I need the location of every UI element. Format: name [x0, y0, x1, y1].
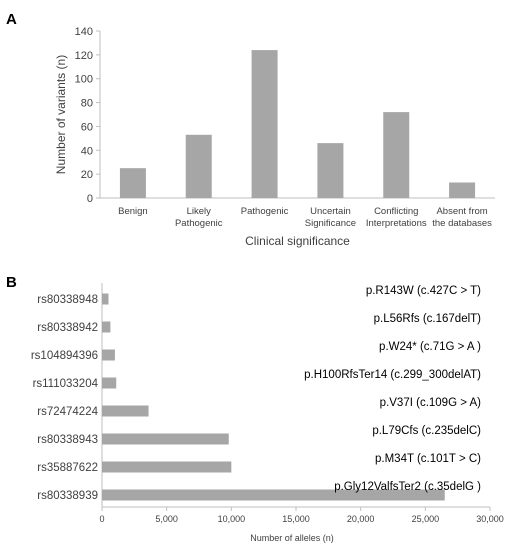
x-category-label: Absent from: [436, 206, 487, 217]
x-axis-title: Number of alleles (n): [250, 533, 334, 543]
y-tick-label: 80: [81, 98, 93, 110]
bar: [185, 134, 212, 198]
y-tick-label: 140: [75, 26, 93, 38]
x-category-label: Likely: [187, 206, 212, 217]
x-tick-label: 30,000: [476, 514, 504, 524]
bar-annotation: p.V37I (c.109G > A): [380, 397, 481, 409]
bar: [102, 321, 111, 333]
bar-annotation: p.R143W (c.427C > T): [366, 285, 481, 297]
x-tick-label: 20,000: [347, 514, 375, 524]
bar: [251, 50, 278, 199]
bar-annotation: p.L56Rfs (c.167delT): [374, 313, 482, 325]
y-category-label: rs35887622: [37, 462, 98, 474]
y-category-label: rs80338939: [37, 490, 98, 502]
bar: [102, 489, 445, 501]
y-category-label: rs111033204: [33, 378, 99, 390]
bar: [102, 349, 115, 361]
y-tick-label: 100: [75, 74, 93, 86]
bar-annotation: p.Gly12ValfsTer2 (c.35delG ): [334, 481, 481, 493]
x-tick-label: 0: [99, 514, 104, 524]
bar-annotation: p.L79Cfs (c.235delC): [372, 425, 481, 437]
x-tick-label: 5,000: [155, 514, 178, 524]
x-category-label: Significance: [305, 218, 356, 229]
x-category-label: Pathogenic: [241, 206, 289, 217]
y-tick-label: 40: [81, 145, 93, 157]
chart-b: rs80338948 p.R143W (c.427C > T) rs80338942…: [31, 283, 504, 543]
y-tick-label: 0: [87, 193, 93, 205]
x-category-label: Interpretations: [366, 218, 427, 229]
x-category-label: Conflicting: [374, 206, 418, 217]
x-category-label: Uncertain: [310, 206, 351, 217]
y-tick-label: 120: [75, 50, 93, 62]
x-tick-label: 10,000: [218, 514, 246, 524]
bar: [449, 182, 476, 198]
y-category-label: rs72474224: [37, 406, 98, 418]
y-category-label: rs80338948: [37, 294, 98, 306]
x-category-label: Pathogenic: [175, 218, 223, 229]
y-category-label: rs80338943: [37, 434, 98, 446]
bar: [102, 461, 232, 473]
x-category-label: the databases: [432, 218, 492, 229]
bar-annotation: p.W24* (c.71G > A ): [379, 341, 481, 353]
bar-annotation: p.H100RfsTer14 (c.299_300delAT): [304, 369, 481, 381]
y-tick-label: 60: [81, 121, 93, 133]
bar: [317, 143, 344, 198]
x-category-label: Benign: [118, 206, 148, 217]
x-tick-label: 25,000: [412, 514, 440, 524]
panel-a-letter: A: [6, 11, 17, 28]
panel-b-letter: B: [6, 274, 17, 291]
bar: [102, 405, 149, 417]
y-tick-label: 20: [81, 169, 93, 181]
bar: [119, 168, 146, 198]
bar: [102, 433, 229, 445]
bar: [383, 112, 410, 198]
x-tick-label: 15,000: [282, 514, 310, 524]
y-axis-title: Number of variants (n): [54, 55, 68, 174]
bar-annotation: p.M34T (c.101T > C): [375, 453, 481, 465]
y-category-label: rs104894396: [31, 350, 98, 362]
x-axis-title: Clinical significance: [245, 234, 350, 248]
bar: [102, 293, 109, 305]
bar: [102, 377, 117, 389]
y-category-label: rs80338942: [37, 322, 98, 334]
